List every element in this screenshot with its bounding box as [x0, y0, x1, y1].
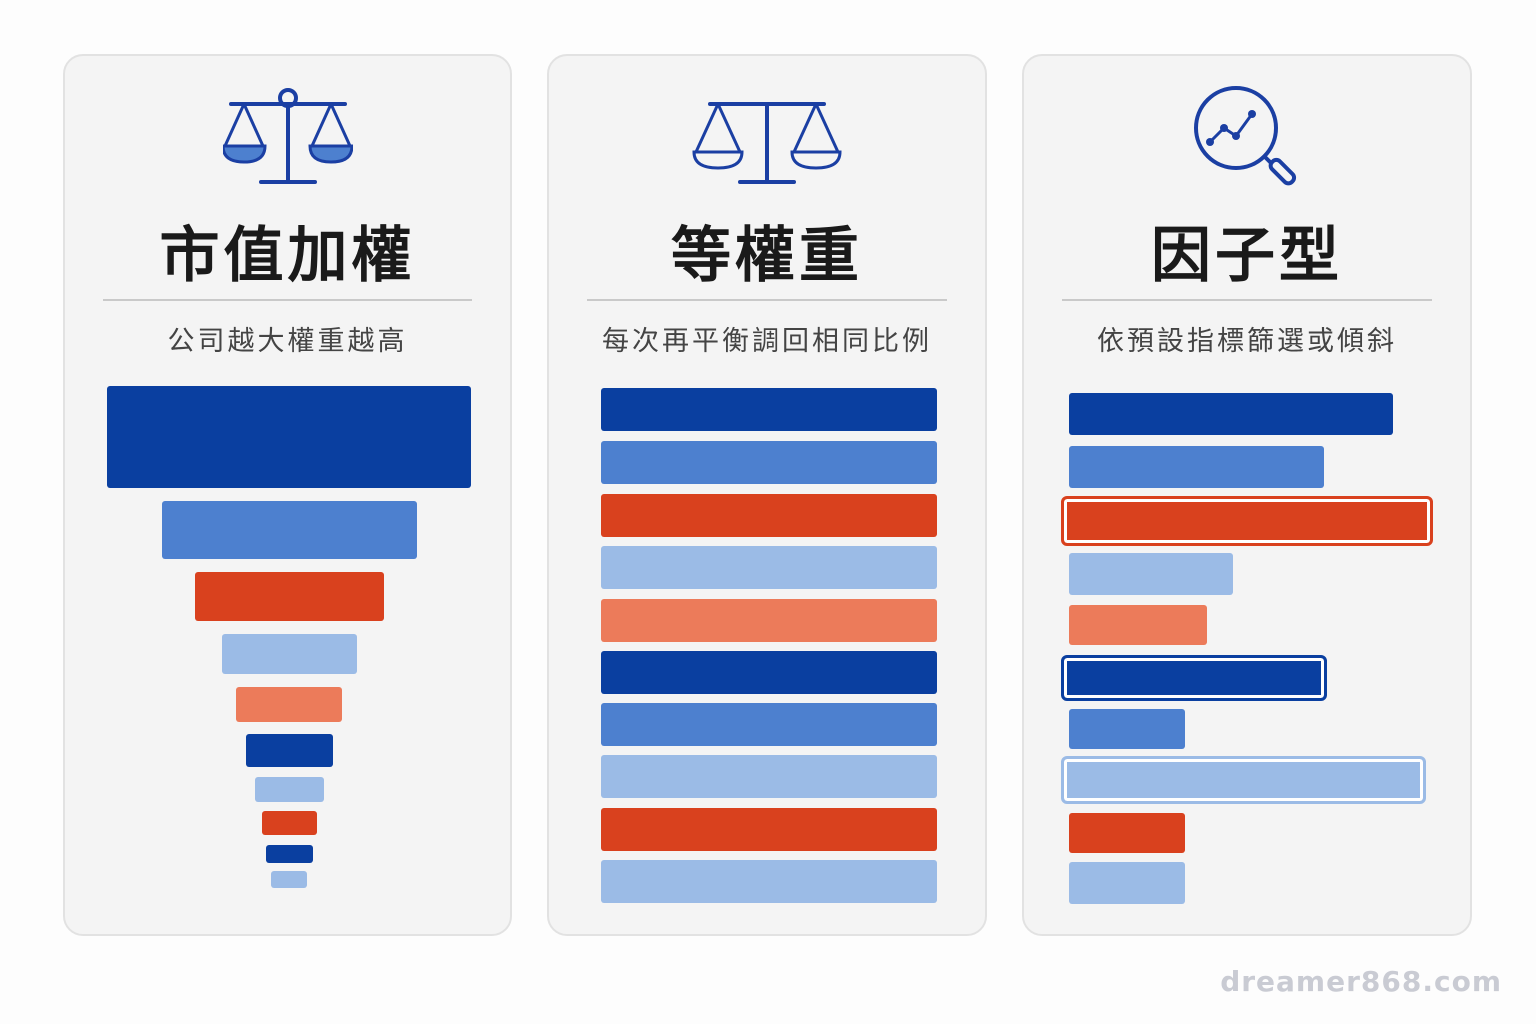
weight-bars: [1024, 56, 1470, 934]
weight-bar: [601, 651, 937, 694]
balance-scale-icon: [692, 86, 842, 190]
balance-scale-icon: [220, 86, 354, 190]
card-subtitle: 每次再平衡調回相同比例: [602, 326, 932, 357]
weight-bar: [1069, 862, 1185, 904]
weight-bar: [1061, 655, 1327, 701]
weight-bar: [601, 599, 937, 642]
weight-bar: [162, 501, 417, 559]
weight-bar: [601, 441, 937, 484]
weight-bar: [107, 386, 471, 488]
weight-bar: [1069, 393, 1393, 435]
weight-bar: [271, 871, 307, 888]
weight-bars: [65, 56, 510, 934]
weight-bar: [1069, 709, 1185, 749]
weight-bar: [601, 808, 937, 851]
card-subtitle: 依預設指標篩選或傾斜: [1097, 326, 1397, 357]
weight-bar: [262, 811, 317, 835]
weight-bar: [255, 777, 324, 802]
watermark: dreamer868.com: [1220, 965, 1502, 998]
weight-bar: [246, 734, 333, 767]
card-market-cap-weighted: 市值加權 公司越大權重越高: [63, 54, 512, 936]
card-subtitle: 公司越大權重越高: [167, 326, 408, 357]
weight-bars: [549, 56, 985, 934]
weight-bar: [601, 755, 937, 798]
weight-bar: [266, 845, 313, 863]
card-factor: 因子型 依預設指標篩選或傾斜: [1022, 54, 1472, 936]
weight-bar: [601, 703, 937, 746]
weight-bar: [1069, 813, 1185, 853]
weight-bar: [1061, 756, 1426, 804]
card-title: 等權重: [671, 221, 863, 291]
divider: [103, 299, 472, 301]
weight-bar: [1069, 553, 1233, 595]
weight-bar: [601, 860, 937, 903]
card-title: 市值加權: [159, 221, 416, 291]
weight-bar: [1069, 605, 1207, 645]
weight-bar: [601, 546, 937, 589]
weight-bar: [195, 572, 384, 621]
card-equal-weight: 等權重 每次再平衡調回相同比例: [547, 54, 987, 936]
divider: [1062, 299, 1432, 301]
card-title: 因子型: [1151, 221, 1343, 291]
weight-bar: [601, 494, 937, 537]
weight-bar: [1069, 446, 1324, 488]
magnifier-chart-icon: [1192, 84, 1302, 198]
divider: [587, 299, 947, 301]
weight-bar: [222, 634, 357, 674]
weight-bar: [1061, 496, 1433, 546]
weight-bar: [236, 687, 342, 722]
weight-bar: [601, 388, 937, 431]
